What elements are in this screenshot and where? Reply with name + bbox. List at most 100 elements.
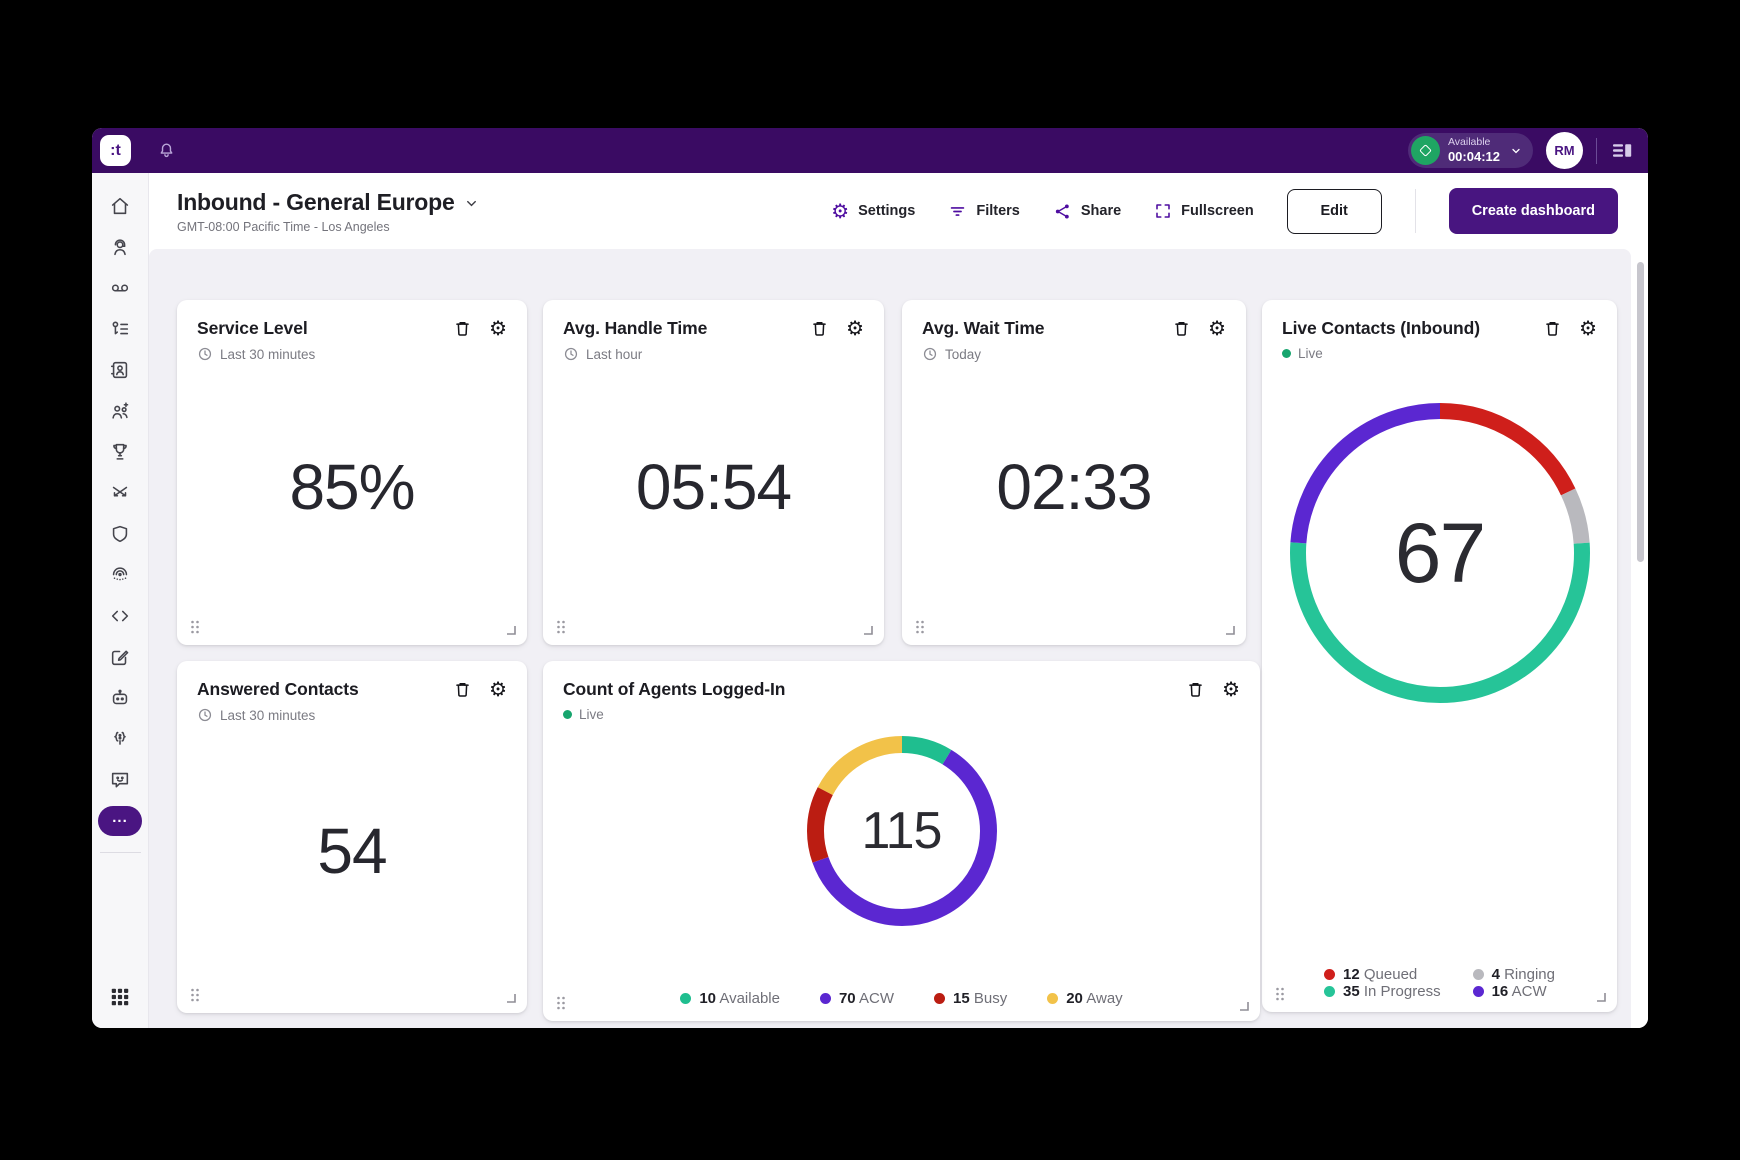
card-timeframe: Last hour bbox=[586, 346, 643, 362]
settings-button[interactable]: ⚙ Settings bbox=[831, 199, 916, 223]
resize-corner-icon[interactable] bbox=[504, 623, 517, 636]
legend-item: 35 In Progress bbox=[1324, 983, 1441, 1000]
card-badge: Live bbox=[579, 707, 604, 722]
sidebar-item-teams[interactable] bbox=[92, 390, 148, 431]
apps-grid-icon[interactable] bbox=[109, 986, 131, 1008]
legend-dot bbox=[1324, 969, 1336, 980]
resize-corner-icon[interactable] bbox=[1237, 999, 1250, 1012]
sidebar-nav: ... bbox=[92, 173, 149, 1028]
gear-icon: ⚙ bbox=[831, 199, 850, 223]
user-avatar[interactable]: RM bbox=[1546, 132, 1583, 169]
gear-icon[interactable]: ⚙ bbox=[489, 316, 507, 340]
sidebar-item-contacts[interactable] bbox=[92, 349, 148, 390]
sidebar-item-agent[interactable] bbox=[92, 226, 148, 267]
drag-handle-icon[interactable] bbox=[190, 988, 200, 1002]
fullscreen-button[interactable]: Fullscreen bbox=[1154, 202, 1254, 220]
sidebar-divider bbox=[99, 852, 141, 853]
drag-handle-icon[interactable] bbox=[1275, 987, 1285, 1001]
agent-headset-icon bbox=[114, 238, 126, 255]
trash-icon[interactable] bbox=[1186, 680, 1205, 699]
fullscreen-icon bbox=[1154, 202, 1172, 220]
legend-item: 15 Busy bbox=[934, 990, 1007, 1007]
sidebar-item-compose[interactable] bbox=[92, 636, 148, 677]
card-avg-handle-time: Avg. Handle Time ⚙ bbox=[543, 300, 884, 645]
topbar-divider bbox=[1596, 137, 1597, 164]
card-title: Answered Contacts bbox=[197, 679, 359, 699]
trash-icon[interactable] bbox=[1543, 319, 1562, 338]
contact-card-icon bbox=[110, 361, 128, 378]
sidebar-item-queues[interactable] bbox=[92, 308, 148, 349]
dashboard-selector[interactable]: Inbound - General Europe bbox=[177, 189, 479, 216]
sidebar-item-home[interactable] bbox=[92, 185, 148, 226]
status-diamond-icon bbox=[1419, 144, 1432, 157]
metric-value: 05:54 bbox=[635, 450, 792, 523]
sidebar-more-button[interactable]: ... bbox=[98, 806, 142, 836]
app-logo[interactable]: :t bbox=[100, 135, 131, 166]
live-contacts-donut: 67 bbox=[1289, 403, 1590, 703]
notifications-bell-icon[interactable] bbox=[157, 141, 176, 160]
legend-item: 12 Queued bbox=[1324, 966, 1441, 983]
legend-dot bbox=[1472, 969, 1484, 980]
card-title: Live Contacts (Inbound) bbox=[1282, 318, 1480, 338]
gear-icon[interactable]: ⚙ bbox=[1222, 677, 1240, 701]
app-logo-glyph: :t bbox=[110, 141, 121, 159]
topbar: :t Available 00:04:12 bbox=[92, 128, 1648, 173]
resize-corner-icon[interactable] bbox=[504, 991, 517, 1004]
resize-corner-icon[interactable] bbox=[861, 623, 874, 636]
gear-icon[interactable]: ⚙ bbox=[1579, 316, 1597, 340]
card-timeframe: Last 30 minutes bbox=[220, 346, 316, 362]
gear-icon[interactable]: ⚙ bbox=[846, 316, 864, 340]
sidebar-item-voicemail[interactable] bbox=[92, 267, 148, 308]
live-dot-icon bbox=[1282, 349, 1291, 358]
drag-handle-icon[interactable] bbox=[915, 620, 925, 634]
code-icon bbox=[111, 610, 129, 621]
sidebar-item-voice-biometrics[interactable] bbox=[92, 554, 148, 595]
create-dashboard-button[interactable]: Create dashboard bbox=[1448, 188, 1618, 234]
status-available-icon bbox=[1410, 136, 1440, 165]
sidebar-item-security[interactable] bbox=[92, 513, 148, 554]
sidebar-item-gamification[interactable] bbox=[92, 431, 148, 472]
dashboard-board: Service Level ⚙ bbox=[149, 249, 1631, 1028]
vertical-scrollbar[interactable] bbox=[1637, 262, 1644, 562]
status-text: Available 00:04:12 bbox=[1448, 136, 1500, 164]
chevron-down-icon bbox=[464, 196, 479, 211]
trash-icon[interactable] bbox=[1172, 319, 1191, 338]
legend-item: 16 ACW bbox=[1472, 983, 1555, 1000]
clock-icon bbox=[922, 346, 938, 362]
sidebar-item-routing-flows[interactable] bbox=[92, 472, 148, 513]
filters-button[interactable]: Filters bbox=[948, 202, 1020, 221]
sidebar-item-ai-assistant[interactable] bbox=[92, 718, 148, 759]
card-title: Service Level bbox=[197, 318, 308, 338]
app-body: ... Inbound - General Europe bbox=[92, 173, 1648, 1028]
sidebar-item-virtual-agent[interactable] bbox=[92, 677, 148, 718]
status-label: Available bbox=[1447, 136, 1491, 149]
drag-handle-icon[interactable] bbox=[556, 996, 566, 1010]
sidebar-item-developer[interactable] bbox=[92, 595, 148, 636]
sidebar-item-feedback[interactable] bbox=[92, 759, 148, 800]
resize-corner-icon[interactable] bbox=[1223, 623, 1236, 636]
trash-icon[interactable] bbox=[810, 319, 829, 338]
edit-button[interactable]: Edit bbox=[1286, 188, 1382, 234]
trash-icon[interactable] bbox=[453, 680, 472, 699]
drag-handle-icon[interactable] bbox=[556, 620, 566, 634]
gear-icon[interactable]: ⚙ bbox=[489, 677, 507, 701]
legend-dot bbox=[1324, 986, 1336, 997]
trash-icon[interactable] bbox=[453, 319, 472, 338]
ai-braces-icon bbox=[114, 731, 126, 745]
gear-icon[interactable]: ⚙ bbox=[1208, 316, 1226, 340]
chat-smile-icon bbox=[111, 772, 129, 787]
panel-list-icon[interactable] bbox=[1610, 139, 1634, 163]
share-icon bbox=[1053, 202, 1072, 221]
legend-dot bbox=[680, 993, 692, 1004]
status-timer: 00:04:12 bbox=[1447, 149, 1500, 164]
resize-corner-icon[interactable] bbox=[1594, 990, 1607, 1003]
metric-value: 85% bbox=[289, 450, 415, 523]
agent-status-chip[interactable]: Available 00:04:12 bbox=[1407, 133, 1533, 168]
live-contacts-legend: 12 Queued 4 Ringing 35 In Progress bbox=[1282, 966, 1597, 1000]
card-timeframe: Last 30 minutes bbox=[220, 707, 316, 723]
share-button[interactable]: Share bbox=[1053, 202, 1121, 221]
drag-handle-icon[interactable] bbox=[190, 620, 200, 634]
agents-donut: 115 bbox=[806, 736, 997, 926]
card-avg-wait-time: Avg. Wait Time ⚙ bbox=[902, 300, 1246, 645]
card-service-level: Service Level ⚙ bbox=[177, 300, 527, 645]
